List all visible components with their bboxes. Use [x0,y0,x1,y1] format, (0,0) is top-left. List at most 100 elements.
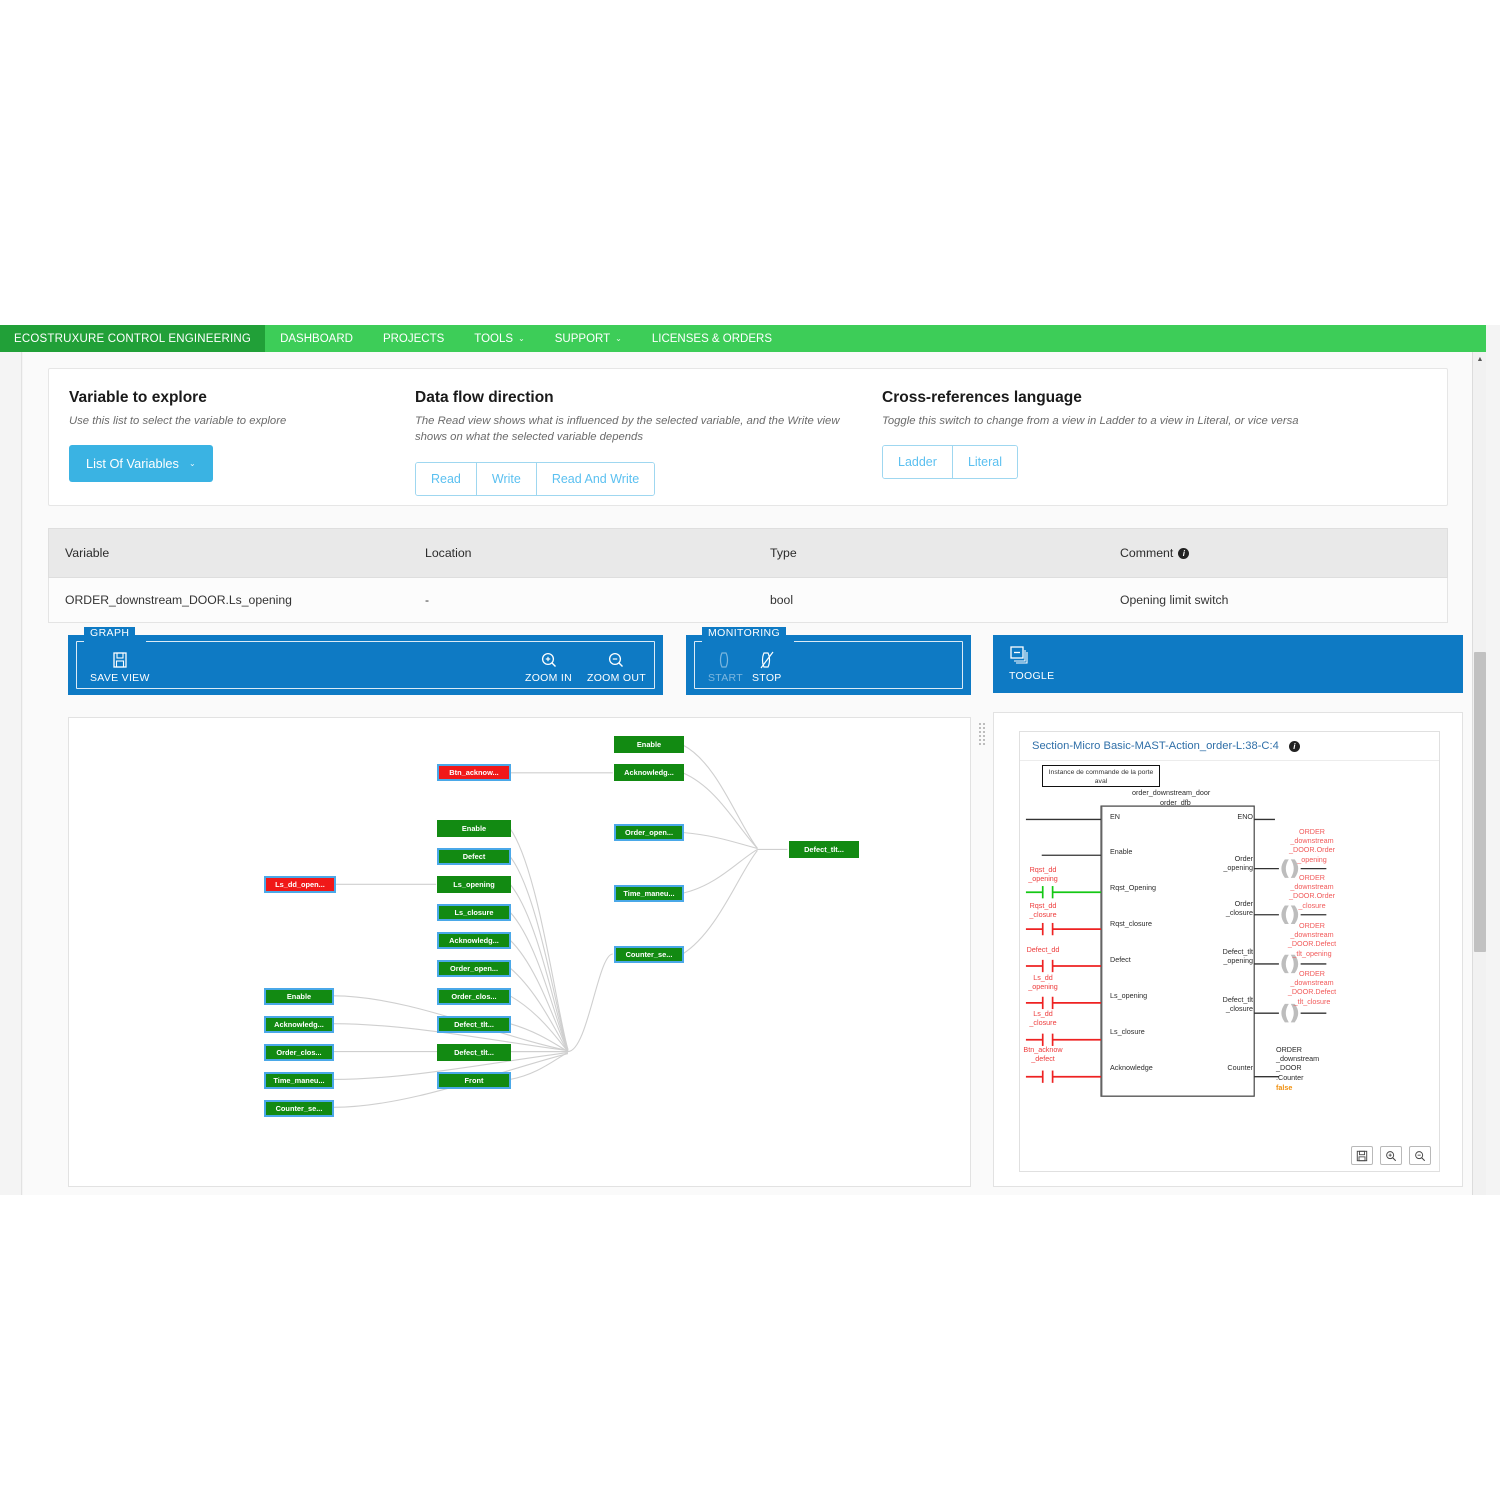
toogle-label: TOOGLE [1009,670,1055,682]
graph-node[interactable]: Defect_tlt... [789,841,859,858]
toogle-button[interactable]: TOOGLE [1009,645,1054,682]
dataflow-option-read[interactable]: Read [416,462,477,495]
fieldset-border [76,641,655,689]
info-icon[interactable]: i [1178,548,1190,559]
ladder-output-var-order-closure: ORDER _downstream _DOOR.Order _closure [1289,873,1335,910]
toggle-layers-icon [1010,646,1028,664]
data-flow-segmented-control: Read Write Read And Write [415,461,656,496]
play-start-icon [720,652,729,668]
ladder-section-title[interactable]: Section-Micro Basic-MAST-Action_order-L:… [1020,732,1439,761]
variable-to-explore-section: Variable to explore Use this list to sel… [69,389,399,483]
zoom-in-button[interactable]: ZOOM IN [525,651,572,684]
scrollbar-thumb[interactable] [1474,652,1486,952]
ladder-output-var-counter: ORDER _downstream _DOOR .Counter [1276,1045,1320,1082]
graph-node[interactable]: Ls_closure [437,904,511,921]
graph-node[interactable]: Enable [614,736,684,753]
section-title: Variable to explore [69,389,207,406]
zoom-in-icon [541,652,556,667]
monitoring-toolbar-legend: MONITORING [702,627,787,639]
graph-toolbar: GRAPH SAVE VIEW ZOOM IN [68,627,663,695]
ladder-input-pin-acknowledge: Acknowledge [1110,1063,1153,1072]
ladder-comment-box: Instance de commande de la porte aval [1042,765,1160,787]
column-header-comment-label: Comment [1120,546,1174,560]
nav-label: PROJECTS [382,332,445,345]
ladder-contact-rqst-dd-opening: Rqst_dd _opening [1028,865,1058,884]
vertical-scrollbar[interactable]: ▲ ▼ [1472,352,1486,1195]
panel-resize-handle[interactable] [978,722,986,745]
graph-node[interactable]: Order_clos... [437,988,511,1005]
table-header-row: Variable Location Type Comment i [48,528,1448,578]
graph-node[interactable]: Order_clos... [264,1044,334,1061]
button-label: List Of Variables [86,456,179,472]
language-option-ladder[interactable]: Ladder [883,446,953,479]
language-option-literal[interactable]: Literal [952,446,1017,479]
ladder-output-pin-order-closure: Order _closure [1225,899,1253,918]
stop-monitoring-button[interactable]: STOP [752,651,782,684]
graph-node[interactable]: Defect_tlt... [437,1044,511,1061]
save-view-button[interactable]: SAVE VIEW [90,651,150,684]
nav-item-support[interactable]: SUPPORT ⌄ [540,325,637,352]
ladder-save-button[interactable] [1351,1146,1373,1165]
graph-edges [333,744,788,1108]
graph-node[interactable]: Enable [264,988,334,1005]
nav-item-projects[interactable]: PROJECTS [368,325,459,352]
graph-node[interactable]: Order_open... [437,960,511,977]
graph-node[interactable]: Defect [437,848,511,865]
stop-slashed-icon [760,651,774,669]
dataflow-option-write[interactable]: Write [476,462,537,495]
nav-item-licenses-orders[interactable]: LICENSES & ORDERS [637,325,787,352]
table-row[interactable]: ORDER_downstream_DOOR.Ls_opening - bool … [48,578,1448,623]
ladder-contact-rqst-dd-closure: Rqst_dd _closure [1029,901,1057,920]
brand-title[interactable]: ECOSTRUXURE CONTROL ENGINEERING [0,325,266,352]
save-icon [113,652,127,668]
graph-node[interactable]: Counter_se... [264,1100,334,1117]
ladder-input-pin-enable: Enable [1110,847,1133,856]
dataflow-option-read-and-write[interactable]: Read And Write [536,462,655,495]
start-monitoring-button[interactable]: START [708,651,743,684]
section-title-label: Section-Micro Basic-MAST-Action_order-L:… [1032,740,1279,752]
nav-item-dashboard[interactable]: DASHBOARD [265,325,368,352]
section-hint: Toggle this switch to change from a view… [882,415,1299,427]
graph-node[interactable]: Time_maneu... [614,885,684,902]
graph-node[interactable]: Order_open... [614,824,684,841]
chevron-down-icon: ⌄ [518,334,525,343]
cell-variable: ORDER_downstream_DOOR.Ls_opening [65,593,292,607]
stop-label: STOP [752,672,782,684]
graph-node[interactable]: Btn_acknow... [437,764,511,781]
graph-node[interactable]: Defect_tlt... [437,1016,511,1033]
chevron-down-icon: ⌄ [188,459,196,469]
nav-label: SUPPORT [554,332,611,345]
zoom-out-icon [1415,1150,1426,1161]
list-of-variables-button[interactable]: List Of Variables ⌄ [69,445,213,483]
graph-node[interactable]: Enable [437,820,511,837]
monitoring-toolbar: MONITORING START STOP [686,627,971,695]
cross-references-language-section: Cross-references language Toggle this sw… [882,389,1302,480]
ladder-zoom-out-button[interactable] [1409,1146,1431,1165]
graph-node[interactable]: Counter_se... [614,946,684,963]
graph-node[interactable]: Time_maneu... [264,1072,334,1089]
ladder-zoom-in-button[interactable] [1380,1146,1402,1165]
column-header-comment: Comment i [1104,529,1447,577]
section-hint: Use this list to select the variable to … [69,415,287,427]
fieldset-border [694,641,963,689]
graph-node[interactable]: Acknowledg... [264,1016,334,1033]
ladder-output-pin-eno: ENO [1237,812,1253,821]
cross-reference-graph-panel[interactable]: Btn_acknow... Enable Acknowledg... Enable De… [68,717,971,1187]
ladder-contact-defect-dd: Defect_dd [1026,945,1060,954]
info-icon[interactable]: i [1288,740,1300,752]
graph-node[interactable]: Ls_opening [437,876,511,893]
zoom-out-button[interactable]: ZOOM OUT [587,651,646,684]
graph-node[interactable]: Acknowledg... [437,932,511,949]
scroll-up-arrow[interactable]: ▲ [1473,352,1486,366]
ladder-view-panel[interactable]: Section-Micro Basic-MAST-Action_order-L:… [993,712,1463,1187]
graph-node[interactable]: Front [437,1072,511,1089]
zoom-in-label: ZOOM IN [525,672,573,684]
toggle-toolbar: TOOGLE [993,635,1463,693]
legend-gap [84,641,146,642]
legend-gap [702,641,794,642]
graph-node[interactable]: Acknowledg... [614,764,684,781]
graph-node[interactable]: Ls_dd_open... [264,876,336,893]
ladder-input-pin-ls-closure: Ls_closure [1110,1027,1145,1036]
variable-table: Variable Location Type Comment i ORDER_do… [48,528,1448,623]
nav-item-tools[interactable]: TOOLS ⌄ [459,325,539,352]
